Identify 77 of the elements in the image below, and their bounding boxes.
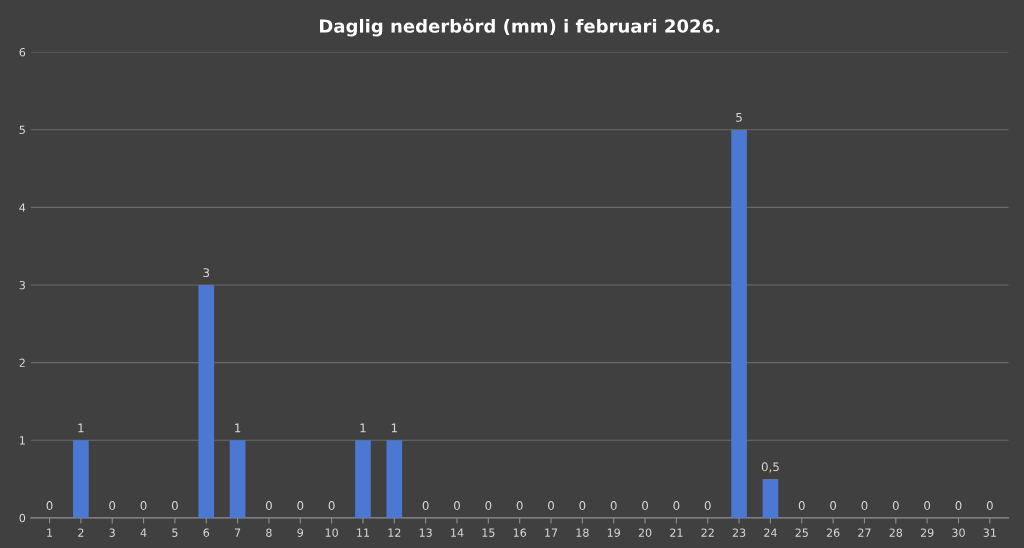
x-tick-label: 15 bbox=[482, 528, 495, 537]
x-tick-label: 22 bbox=[701, 528, 714, 537]
data-label: 1 bbox=[360, 423, 366, 433]
data-label: 0 bbox=[46, 501, 53, 511]
data-label: 0 bbox=[892, 501, 899, 511]
x-tick-label: 29 bbox=[920, 528, 934, 537]
data-label: 0 bbox=[109, 501, 116, 511]
bar bbox=[198, 284, 215, 518]
bar bbox=[73, 440, 89, 518]
data-label: 0 bbox=[140, 501, 147, 511]
data-label: 0 bbox=[265, 501, 272, 511]
data-label: 1 bbox=[391, 423, 397, 433]
x-tick-label: 3 bbox=[109, 528, 115, 537]
x-tick-label: 17 bbox=[545, 528, 558, 537]
data-label: 0 bbox=[422, 501, 429, 511]
x-tick-label: 9 bbox=[297, 528, 304, 537]
y-tick-label: 5 bbox=[19, 125, 25, 135]
y-tick-label: 0 bbox=[19, 513, 26, 523]
data-label: 0 bbox=[328, 501, 335, 511]
data-label: 0 bbox=[171, 501, 178, 511]
data-label: 0 bbox=[454, 501, 460, 511]
data-label: 0 bbox=[516, 501, 523, 511]
x-tick-label: 21 bbox=[670, 528, 683, 537]
x-tick-label: 16 bbox=[513, 528, 527, 537]
x-tick-label: 6 bbox=[203, 528, 210, 537]
data-label: 1 bbox=[235, 423, 241, 433]
data-label: 0 bbox=[798, 501, 805, 511]
x-tick-label: 30 bbox=[952, 528, 965, 537]
bar bbox=[731, 129, 747, 518]
x-tick-label: 18 bbox=[576, 528, 589, 537]
y-tick-label: 2 bbox=[19, 358, 25, 367]
data-label: 0 bbox=[861, 501, 868, 511]
x-tick-label: 4 bbox=[140, 528, 147, 537]
x-tick-label: 31 bbox=[983, 528, 996, 537]
data-label: 0 bbox=[924, 501, 931, 511]
bar bbox=[386, 440, 403, 518]
x-tick-label: 14 bbox=[451, 528, 464, 537]
bar bbox=[355, 440, 371, 518]
data-label: 0 bbox=[986, 501, 993, 511]
x-tick-label: 25 bbox=[795, 528, 808, 537]
y-tick-label: 1 bbox=[20, 436, 25, 445]
y-tick-label: 6 bbox=[19, 48, 26, 57]
x-tick-label: 8 bbox=[266, 528, 272, 537]
x-tick-label: 1 bbox=[47, 528, 53, 537]
x-tick-label: 10 bbox=[325, 528, 338, 537]
data-label: 0 bbox=[297, 501, 304, 511]
x-tick-label: 20 bbox=[638, 528, 652, 537]
bar bbox=[229, 440, 246, 518]
x-tick-label: 19 bbox=[607, 528, 620, 537]
data-label: 0 bbox=[642, 501, 649, 511]
data-label: 0 bbox=[548, 501, 554, 511]
data-label: 0 bbox=[673, 501, 680, 511]
chart-title: Daglig nederbörd (mm) i februari 2026. bbox=[320, 18, 720, 37]
data-label: 0 bbox=[485, 501, 492, 511]
data-label: 5 bbox=[736, 113, 742, 122]
bar bbox=[762, 479, 779, 518]
data-label: 0 bbox=[955, 501, 962, 511]
x-tick-label: 5 bbox=[172, 528, 178, 537]
data-label: 0 bbox=[610, 501, 617, 511]
x-tick-label: 28 bbox=[889, 528, 903, 537]
x-tick-label: 26 bbox=[826, 528, 840, 537]
x-tick-label: 23 bbox=[732, 528, 746, 537]
x-tick-label: 12 bbox=[388, 528, 401, 537]
x-tick-label: 13 bbox=[419, 528, 432, 537]
data-label: 0,5 bbox=[761, 462, 779, 473]
data-label: 1 bbox=[78, 423, 84, 433]
x-tick-label: 11 bbox=[357, 528, 370, 537]
y-tick-label: 4 bbox=[19, 203, 26, 212]
y-tick-label: 3 bbox=[19, 280, 25, 290]
x-tick-label: 7 bbox=[234, 528, 241, 537]
x-tick-label: 27 bbox=[858, 528, 871, 537]
data-label: 0 bbox=[830, 501, 837, 511]
data-label: 0 bbox=[704, 501, 711, 511]
x-tick-label: 2 bbox=[78, 528, 84, 537]
x-tick-label: 24 bbox=[764, 528, 777, 537]
data-label: 0 bbox=[579, 501, 586, 511]
data-label: 3 bbox=[203, 268, 210, 278]
